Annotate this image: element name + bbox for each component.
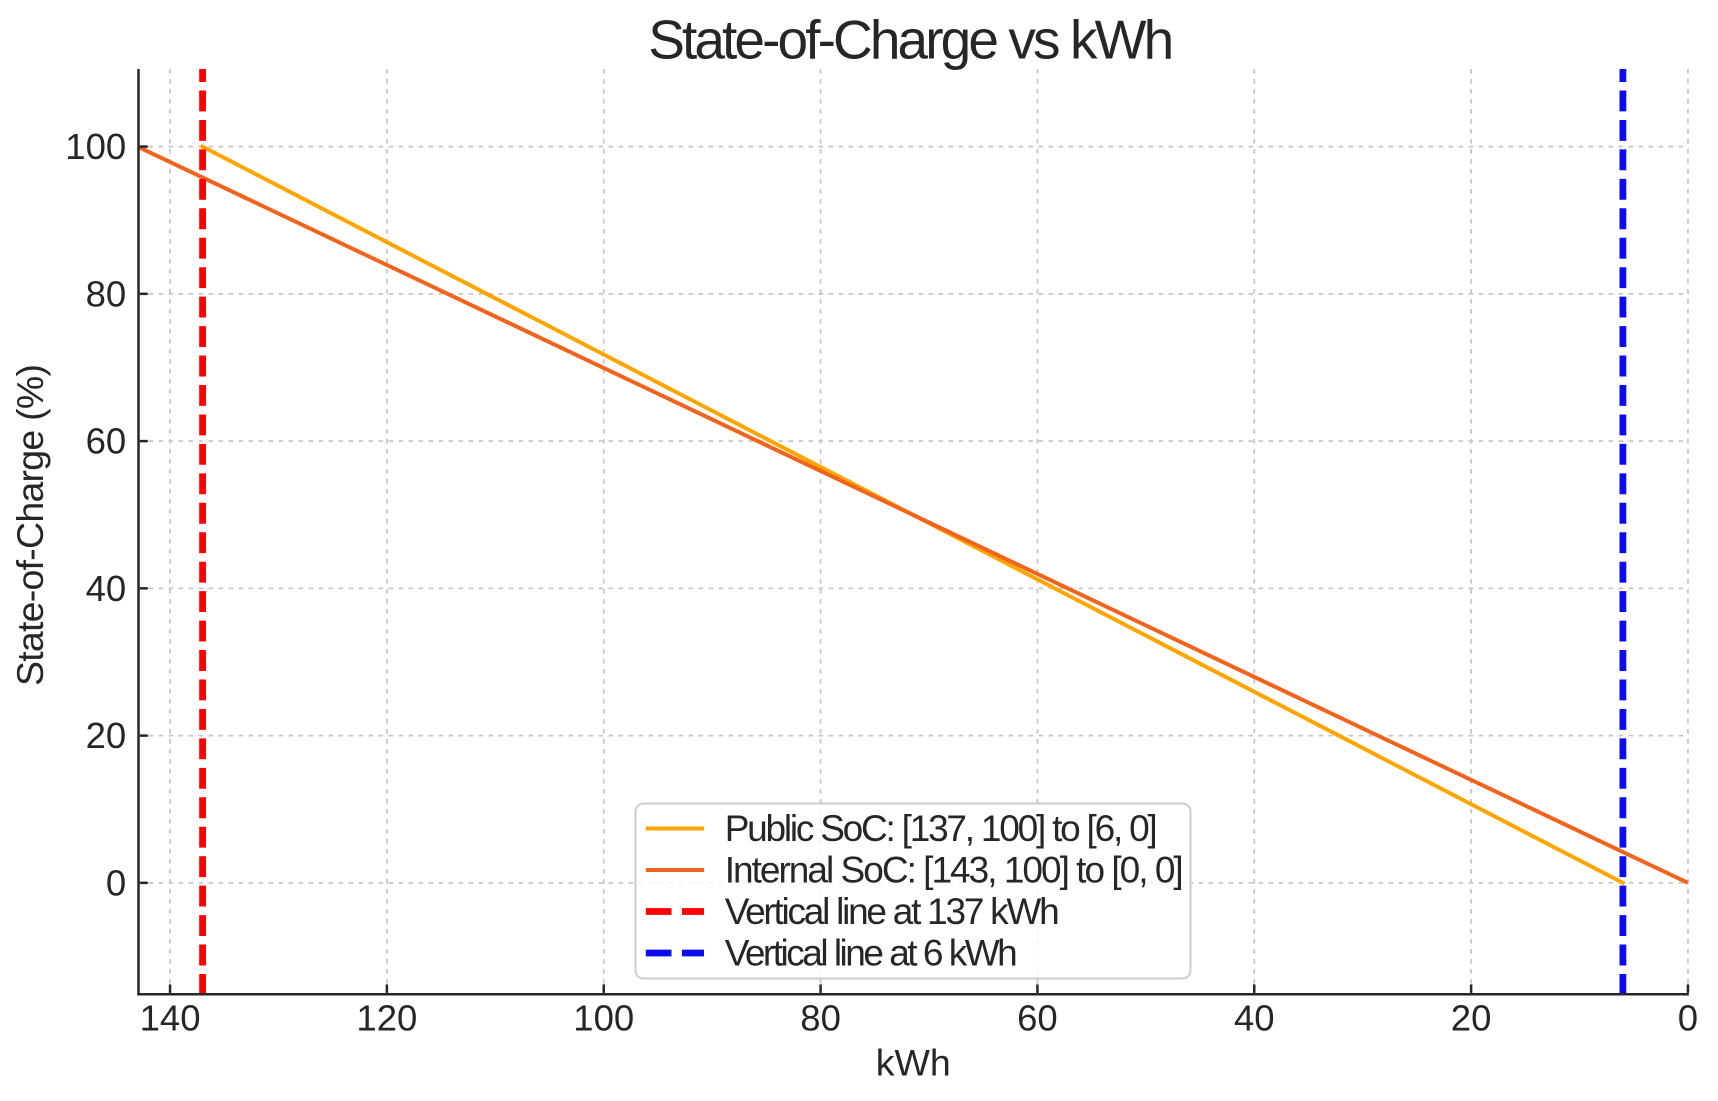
svg-text:kWh: kWh [876, 1042, 951, 1084]
svg-text:80: 80 [800, 998, 841, 1039]
svg-text:Public SoC: [137, 100] to [6,: Public SoC: [137, 100] to [6, 0] [725, 808, 1158, 849]
svg-text:120: 120 [356, 998, 417, 1039]
svg-text:40: 40 [86, 568, 127, 609]
svg-text:Internal SoC: [143, 100] to [0: Internal SoC: [143, 100] to [0, 0] [725, 850, 1184, 891]
svg-text:60: 60 [1017, 998, 1058, 1039]
svg-text:40: 40 [1234, 998, 1275, 1039]
svg-text:Vertical line at 6 kWh: Vertical line at 6 kWh [725, 933, 1018, 974]
svg-text:20: 20 [86, 715, 127, 756]
svg-text:60: 60 [86, 421, 127, 462]
svg-text:State-of-Charge vs kWh: State-of-Charge vs kWh [648, 8, 1174, 70]
svg-text:Vertical line at 137 kWh: Vertical line at 137 kWh [725, 891, 1060, 932]
svg-text:80: 80 [86, 273, 127, 314]
svg-text:0: 0 [106, 862, 126, 903]
svg-text:100: 100 [65, 126, 126, 167]
svg-text:20: 20 [1451, 998, 1492, 1039]
svg-text:State-of-Charge (%): State-of-Charge (%) [9, 364, 51, 686]
svg-text:100: 100 [573, 998, 634, 1039]
svg-text:140: 140 [140, 998, 201, 1039]
svg-text:0: 0 [1678, 998, 1698, 1039]
